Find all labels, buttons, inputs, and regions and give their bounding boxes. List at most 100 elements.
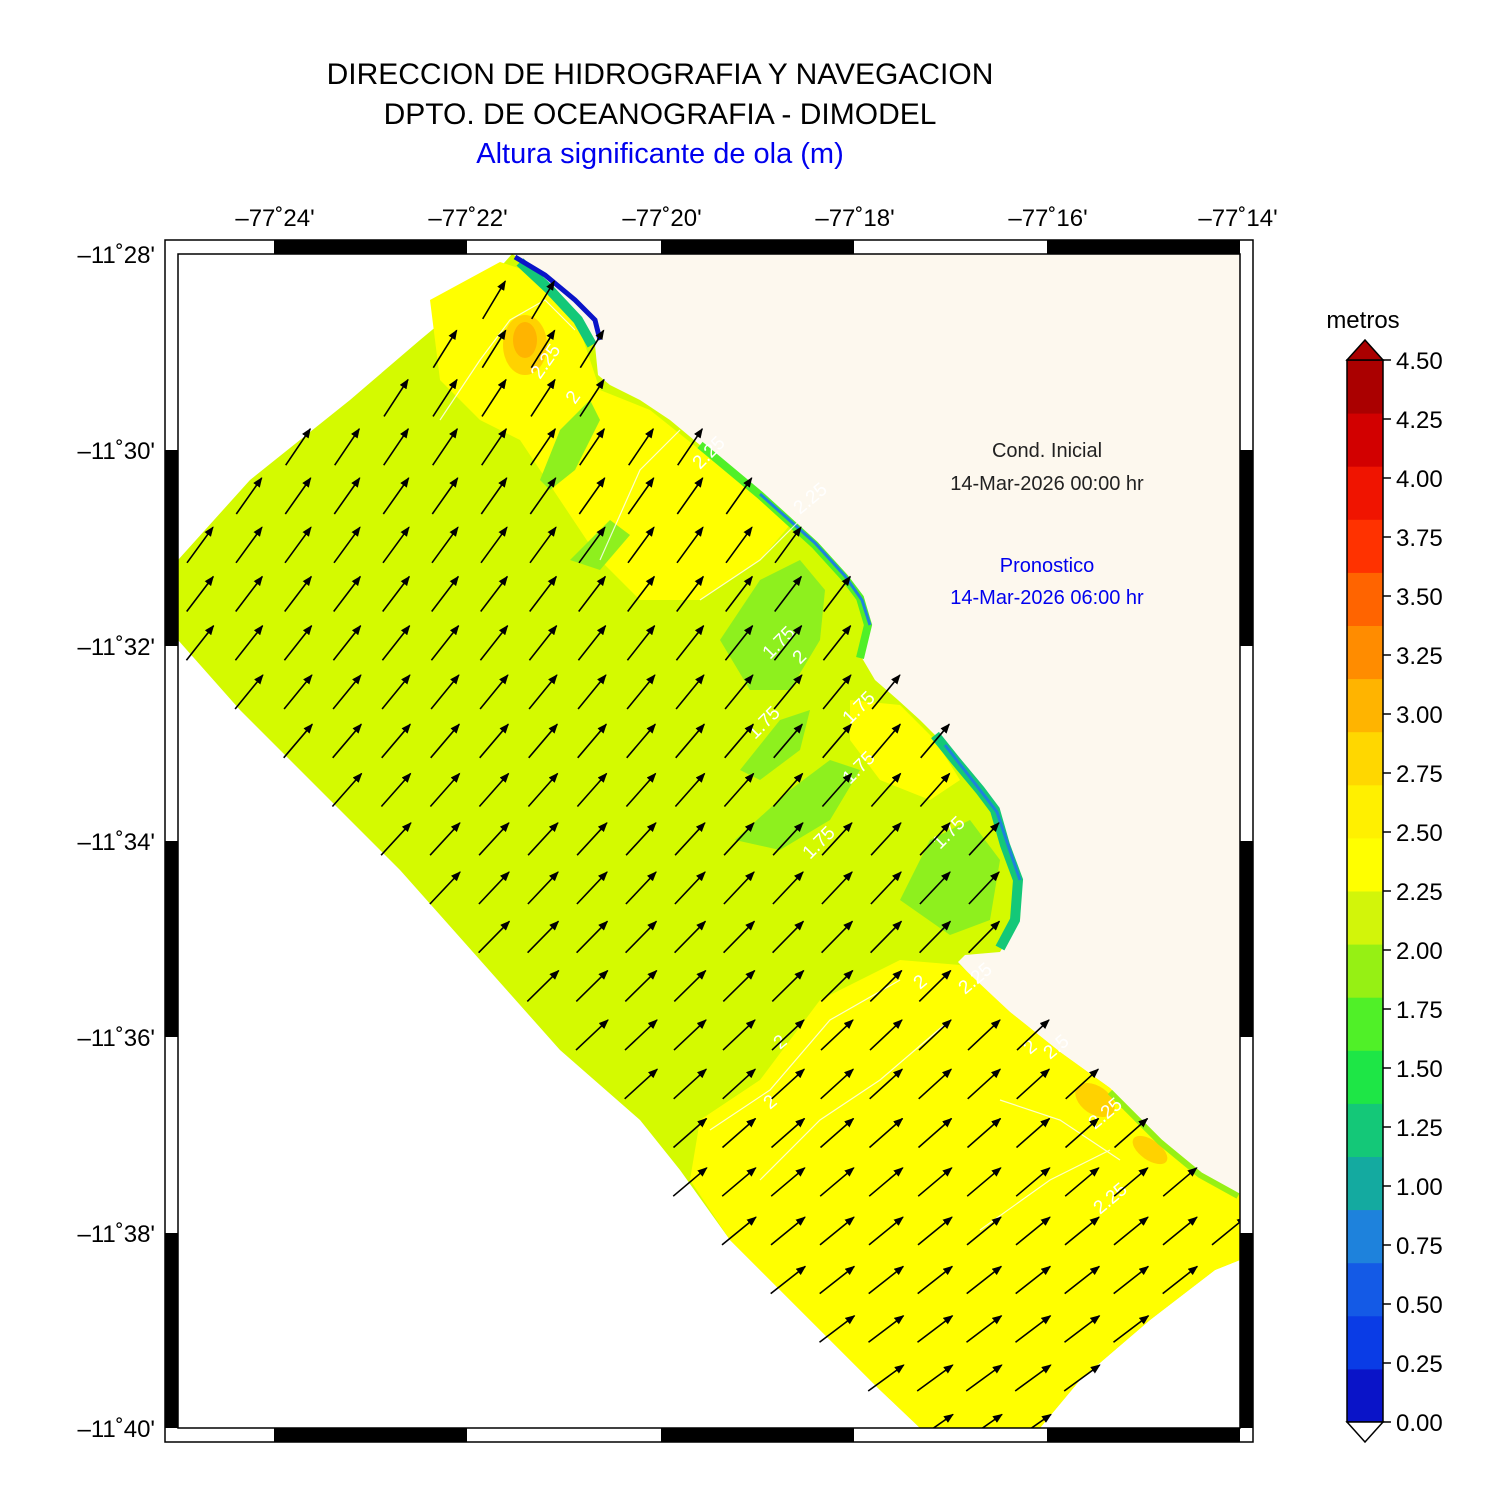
wave-arrow: [481, 378, 507, 417]
wave-arrow: [626, 624, 656, 661]
wave-arrow: [967, 1068, 1002, 1100]
wave-arrow: [773, 624, 803, 661]
wave-arrow: [770, 1216, 806, 1246]
forecast-label: Pronostico: [1000, 555, 1095, 577]
wave-arrow: [675, 674, 705, 710]
wave-arrow: [1064, 1315, 1101, 1343]
wave-arrow: [627, 477, 655, 515]
map-frame: [164, 239, 1254, 1443]
wave-arrow: [723, 822, 755, 856]
colorbar-segment: [1347, 837, 1383, 892]
wave-arrow: [871, 674, 901, 710]
wave-arrow: [673, 1068, 708, 1100]
colorbar-label: 1.50: [1396, 1056, 1443, 1083]
wave-arrow: [575, 969, 609, 1002]
wave-arrow: [381, 624, 411, 661]
wave-arrow: [333, 575, 361, 612]
wave-arrow: [625, 772, 657, 808]
wave-arrow: [531, 280, 555, 320]
colorbar-segment: [1347, 997, 1383, 1051]
wave-arrow: [917, 1167, 953, 1197]
wave-arrow: [577, 624, 607, 661]
lat-tick: –11˚34': [77, 829, 155, 856]
wave-arrow: [479, 674, 509, 710]
wave-arrow: [966, 1315, 1003, 1343]
wave-arrow: [332, 624, 362, 661]
wave-arrow: [870, 772, 902, 808]
wave-arrow: [577, 723, 607, 759]
wave-arrow: [917, 1117, 953, 1149]
colorbar-segment: [1347, 1368, 1383, 1423]
wave-arrow: [480, 526, 508, 564]
wave-arrow: [481, 427, 507, 466]
wave-arrow: [966, 1167, 1002, 1197]
wave-arrow: [1015, 1315, 1052, 1343]
wave-arrow: [480, 477, 508, 515]
colorbar-label: 4.25: [1396, 407, 1443, 434]
wave-arrow: [429, 871, 461, 905]
wave-arrow: [1162, 1216, 1198, 1246]
wave-peak-core: [513, 322, 537, 358]
wave-peak-south-1: [1075, 1082, 1115, 1118]
wave-arrow: [724, 674, 754, 710]
wave-arrow: [724, 624, 754, 661]
wave-arrow: [331, 772, 363, 808]
wave-arrow: [870, 920, 903, 954]
wave-arrow: [627, 575, 655, 612]
wave-arrow: [626, 723, 656, 759]
wave-arrow: [1015, 1167, 1051, 1197]
wave-arrow: [577, 674, 607, 710]
wave-arrow: [479, 723, 509, 759]
wave-arrow: [721, 1117, 757, 1149]
wave-arrow: [528, 723, 558, 759]
wave-arrow: [576, 772, 608, 808]
colorbar-label: 2.25: [1396, 879, 1443, 906]
wave-arrow: [1113, 1265, 1150, 1295]
initial-condition-label: Cond. Inicial: [992, 440, 1102, 462]
wave-arrow: [770, 1117, 806, 1149]
wave-arrow: [725, 477, 753, 515]
wave-arrow: [674, 822, 706, 856]
wave-arrow: [721, 1167, 757, 1197]
wave-arrow: [871, 723, 901, 759]
wave-arrow: [676, 526, 704, 564]
wave-arrow: [529, 526, 557, 564]
wave-arrow: [332, 723, 362, 759]
wave-arrow: [1015, 1265, 1052, 1295]
lon-tick: –77˚20': [622, 205, 701, 232]
wave-arrow: [771, 1019, 805, 1051]
colorbar-max-triangle: [1345, 338, 1385, 361]
low-wave-lobe-3: [735, 760, 860, 850]
wave-arrow: [917, 1216, 953, 1246]
wave-arrow: [431, 575, 459, 612]
wave-arrow: [920, 723, 950, 759]
wave-arrow: [528, 624, 558, 661]
wave-arrow: [819, 1117, 855, 1149]
wave-arrow: [772, 871, 804, 905]
wave-arrow: [530, 427, 556, 466]
wave-arrow: [820, 1019, 854, 1051]
wave-arrow: [1064, 1117, 1100, 1149]
colorbar-segment: [1347, 731, 1383, 786]
wave-arrow: [1162, 1167, 1198, 1197]
wave-arrow: [821, 871, 853, 905]
wave-arrow: [966, 1265, 1003, 1295]
wave-arrow: [819, 1265, 856, 1295]
wave-arrow: [529, 575, 557, 612]
colorbar-segment: [1347, 1209, 1383, 1264]
wave-arrow: [430, 723, 460, 759]
wave-arrow: [867, 1364, 905, 1392]
wave-arrow: [868, 1117, 904, 1149]
wave-arrow: [382, 477, 410, 515]
lat-tick: –11˚40': [77, 1416, 155, 1443]
colorbar-label: 4.50: [1396, 348, 1443, 375]
wave-arrow: [820, 969, 854, 1002]
wave-arrow: [1113, 1167, 1149, 1197]
wave-arrow: [1162, 1265, 1199, 1295]
wave-arrow: [1016, 1068, 1051, 1100]
wave-arrow: [380, 822, 412, 856]
wave-arrow: [625, 822, 657, 856]
wave-arrow: [822, 723, 852, 759]
wave-arrow: [772, 920, 805, 954]
